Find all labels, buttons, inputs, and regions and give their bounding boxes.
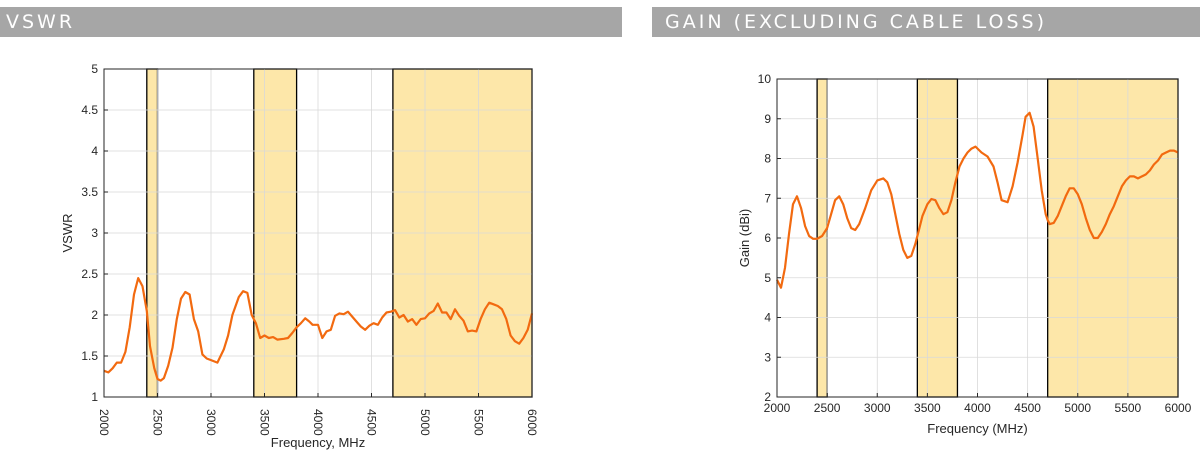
vswr-x-tick-label: 2000	[97, 409, 111, 436]
vswr-y-tick-label: 1.5	[81, 349, 98, 363]
gain-y-tick-label: 7	[764, 191, 771, 205]
vswr-x-tick-label: 3500	[258, 409, 272, 436]
gain-y-tick-label: 10	[758, 72, 772, 86]
gain-x-tick-label: 4500	[1014, 401, 1041, 415]
gain-x-tick-label: 3500	[914, 401, 941, 415]
vswr-x-tick-label: 3000	[204, 409, 218, 436]
gain-x-tick-label: 2000	[764, 401, 791, 415]
gain-y-tick-label: 6	[764, 231, 771, 245]
gain-y-tick-label: 8	[764, 152, 771, 166]
vswr-y-tick-label: 4	[91, 144, 98, 158]
vswr-y-tick-labels: 1 1.5 2 2.5 3 3.5 4 4.5 5	[81, 62, 108, 404]
gain-x-tick-label: 2500	[814, 401, 841, 415]
gain-curve	[776, 111, 1179, 289]
vswr-x-tick-label: 4000	[311, 409, 325, 436]
gain-x-axis-label: Frequency (MHz)	[927, 421, 1027, 436]
vswr-x-axis-label: Frequency, MHz	[271, 435, 365, 450]
gain-x-tick-label: 3000	[864, 401, 891, 415]
vswr-y-tick-label: 2.5	[81, 267, 98, 281]
gain-y-axis-label: Gain (dBi)	[737, 209, 752, 268]
gain-x-tick-label: 5000	[1064, 401, 1091, 415]
vswr-curve	[103, 277, 534, 382]
vswr-x-tick-label: 4500	[365, 409, 379, 436]
vswr-section-header: VSWR	[0, 7, 622, 37]
gain-y-tick-labels: 2 3 4 5 6 7 8 9 10	[758, 72, 781, 404]
gain-x-tick-label: 4000	[964, 401, 991, 415]
gain-y-tick-label: 2	[764, 390, 771, 404]
vswr-x-tick-label: 5000	[418, 409, 432, 436]
vswr-x-tick-label: 5500	[472, 409, 486, 436]
vswr-x-tick-label: 2500	[151, 409, 165, 436]
gain-y-tick-label: 3	[764, 350, 771, 364]
vswr-y-tick-label: 2	[91, 308, 98, 322]
gain-y-tick-label: 9	[764, 112, 771, 126]
vswr-y-tick-label: 3	[91, 226, 98, 240]
gain-x-tick-label: 6000	[1165, 401, 1192, 415]
gain-x-tick-label: 5500	[1115, 401, 1142, 415]
vswr-y-tick-label: 3.5	[81, 185, 98, 199]
gain-x-tick-labels: 2000 2500 3000 3500 4000 4500 5000 5500 6000	[764, 393, 1192, 415]
gain-y-tick-label: 4	[764, 311, 771, 325]
vswr-x-tick-labels: 2000 2500 3000 3500 4000 4500 5000 5500 6000	[97, 393, 539, 436]
gain-y-tick-label: 5	[764, 271, 771, 285]
vswr-y-tick-label: 1	[91, 390, 98, 404]
vswr-y-tick-label: 5	[91, 62, 98, 76]
vswr-x-tick-label: 6000	[525, 409, 539, 436]
gain-section-header: GAIN (EXCLUDING CABLE LOSS)	[652, 7, 1200, 37]
vswr-y-tick-label: 4.5	[81, 103, 98, 117]
vswr-y-axis-label: VSWR	[60, 214, 75, 253]
